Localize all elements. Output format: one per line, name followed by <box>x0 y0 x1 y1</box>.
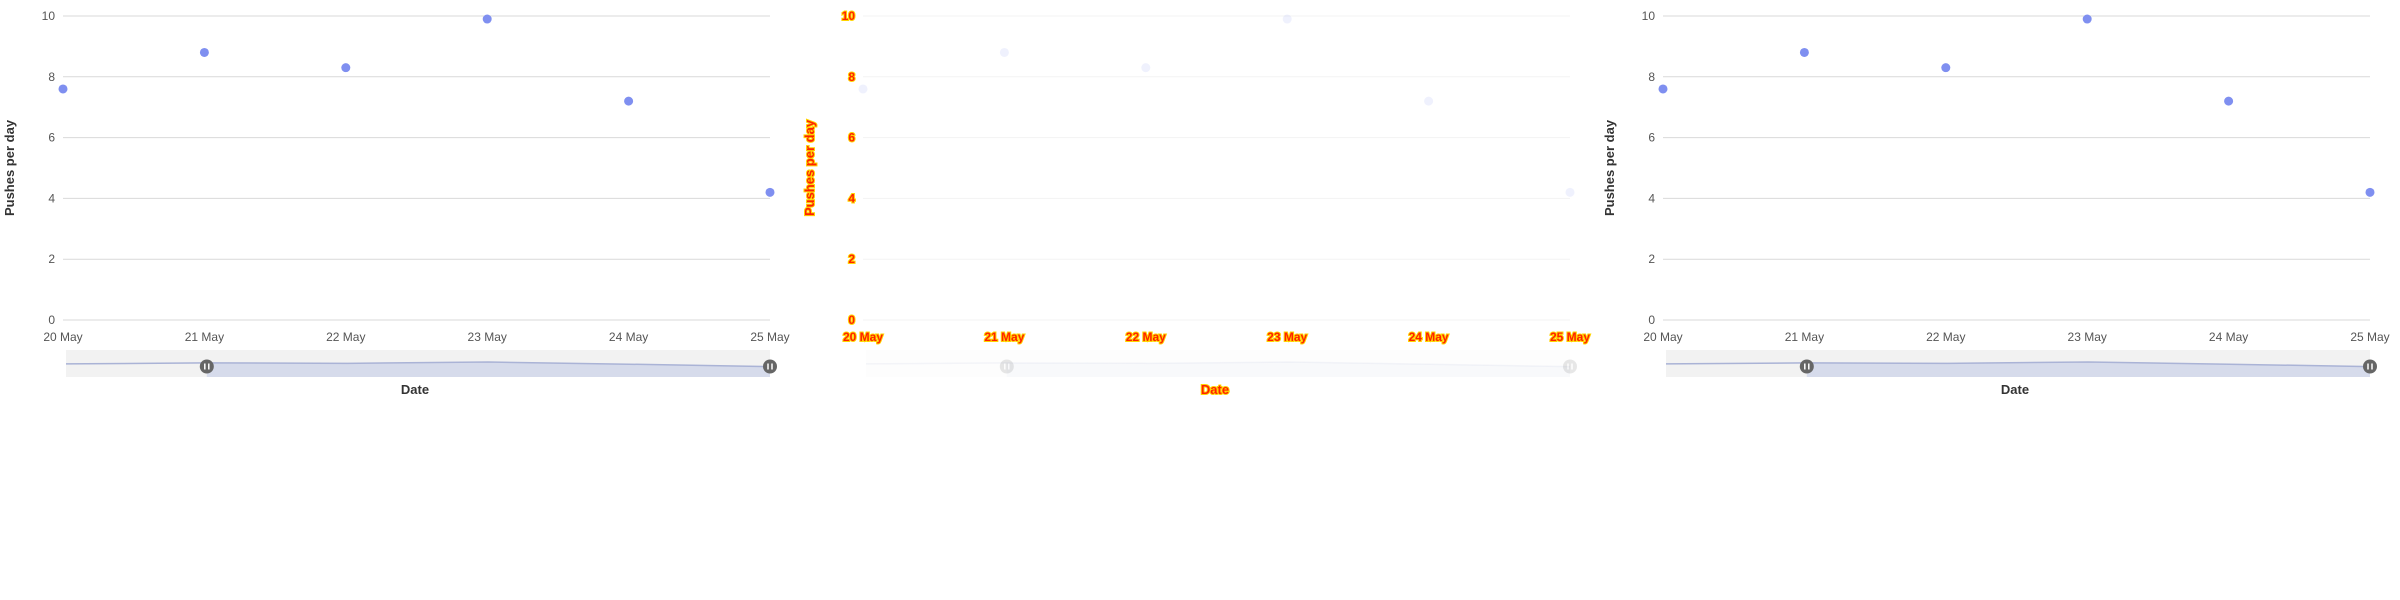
navigator-selected-area <box>1806 362 2370 377</box>
chart-panel-right: 0 2 4 6 8 10 20 May 21 May 22 May 23 May 24 May 25 … <box>1600 0 2400 600</box>
chart-panel-left: 0 2 4 6 8 10 20 May 21 May 22 May 23 May 24 May 25 … <box>0 0 800 600</box>
data-point[interactable] <box>765 187 775 197</box>
x-tick-label: 22 May <box>1126 330 1166 344</box>
x-tick-label: 22 May <box>1926 330 1965 344</box>
y-tick-label: 0 <box>848 313 855 327</box>
y-tick-label: 8 <box>48 70 55 84</box>
data-point[interactable] <box>1941 63 1951 73</box>
scatter-chart-left: 0 2 4 6 8 10 20 May 21 May 22 May 23 May 24 May 25 … <box>2 9 790 397</box>
navigator-selected-area <box>1006 362 1570 377</box>
x-tick-label: 25 May <box>2350 330 2389 344</box>
x-tick-label: 20 May <box>843 330 883 344</box>
y-tick-label: 6 <box>848 131 855 145</box>
navigator-handle-knob[interactable] <box>999 359 1014 374</box>
y-tick-label: 8 <box>1648 70 1655 84</box>
data-point[interactable] <box>1141 63 1151 73</box>
y-tick-label: 0 <box>48 313 55 327</box>
x-axis-title: Date <box>2001 382 2029 397</box>
y-tick-label: 10 <box>842 9 856 23</box>
data-point[interactable] <box>2224 96 2234 106</box>
x-tick-label: 21 May <box>984 330 1024 344</box>
navigator-handle-knob[interactable] <box>199 359 214 374</box>
data-point[interactable] <box>858 84 868 94</box>
y-tick-label: 4 <box>1648 191 1655 205</box>
y-tick-label: 10 <box>42 9 56 23</box>
navigator-handle-knob[interactable] <box>2363 359 2377 374</box>
x-tick-label: 21 May <box>185 330 224 344</box>
scatter-chart-right: 0 2 4 6 8 10 20 May 21 May 22 May 23 May 24 May 25 … <box>1602 9 2390 397</box>
x-axis-title: Date <box>401 382 429 397</box>
x-tick-label: 23 May <box>1267 330 1307 344</box>
navigator-background <box>866 350 1570 377</box>
y-axis-title: Pushes per day <box>802 119 817 216</box>
y-tick-label: 2 <box>848 252 855 266</box>
y-tick-label: 6 <box>1648 131 1655 145</box>
navigator-handle-left[interactable] <box>999 359 1014 374</box>
data-point[interactable] <box>999 47 1009 57</box>
y-tick-label: 10 <box>1642 9 1656 23</box>
x-tick-label: 22 May <box>326 330 365 344</box>
data-point[interactable] <box>1282 14 1292 24</box>
x-tick-label: 25 May <box>750 330 789 344</box>
navigator-handle-knob[interactable] <box>1799 359 1814 374</box>
x-tick-label: 25 May <box>1550 330 1590 344</box>
data-point[interactable] <box>1799 47 1809 57</box>
chart-panel-middle: 0 2 4 6 8 10 20 May 21 May 22 May 23 May 24 May 25 … <box>800 0 1600 600</box>
x-axis-title: Date <box>1201 382 1229 397</box>
y-tick-label: 0 <box>1648 313 1655 327</box>
navigator-handle-knob[interactable] <box>763 359 777 374</box>
x-tick-label: 24 May <box>2209 330 2248 344</box>
navigator-series-line <box>865 361 1571 368</box>
data-point[interactable] <box>1565 187 1575 197</box>
data-point[interactable] <box>2365 187 2375 197</box>
x-tick-label: 21 May <box>1785 330 1824 344</box>
navigator-handle-right[interactable] <box>763 359 777 374</box>
navigator-series-line <box>65 361 771 368</box>
x-tick-label: 20 May <box>1643 330 1682 344</box>
data-point[interactable] <box>2082 14 2092 24</box>
y-axis-title: Pushes per day <box>1602 119 1617 216</box>
navigator-handle-right[interactable] <box>1563 359 1577 374</box>
data-point[interactable] <box>1658 84 1668 94</box>
navigator-selected-area <box>206 362 771 377</box>
navigator-series-line <box>1665 361 2371 368</box>
data-point[interactable] <box>1424 96 1434 106</box>
x-tick-label: 23 May <box>468 330 507 344</box>
data-point[interactable] <box>624 96 634 106</box>
data-point[interactable] <box>482 14 492 24</box>
navigator-handle-knob[interactable] <box>1563 359 1577 374</box>
navigator-handle-left[interactable] <box>1799 359 1814 374</box>
y-tick-label: 2 <box>1648 252 1655 266</box>
x-tick-label: 24 May <box>1409 330 1449 344</box>
x-tick-label: 23 May <box>2068 330 2107 344</box>
data-point[interactable] <box>58 84 68 94</box>
x-tick-label: 24 May <box>609 330 648 344</box>
y-axis-title: Pushes per day <box>2 119 17 216</box>
x-tick-label: 20 May <box>43 330 82 344</box>
scatter-chart-middle: 0 2 4 6 8 10 20 May 21 May 22 May 23 May 24 May 25 … <box>801 8 1591 398</box>
navigator-handle-right[interactable] <box>2363 359 2377 374</box>
y-tick-label: 6 <box>48 131 55 145</box>
y-tick-label: 4 <box>48 191 55 205</box>
y-tick-label: 8 <box>848 70 855 84</box>
navigator-handle-left[interactable] <box>199 359 214 374</box>
y-tick-label: 2 <box>48 252 55 266</box>
data-point[interactable] <box>341 63 351 73</box>
y-tick-label: 4 <box>848 191 855 205</box>
data-point[interactable] <box>199 47 209 57</box>
